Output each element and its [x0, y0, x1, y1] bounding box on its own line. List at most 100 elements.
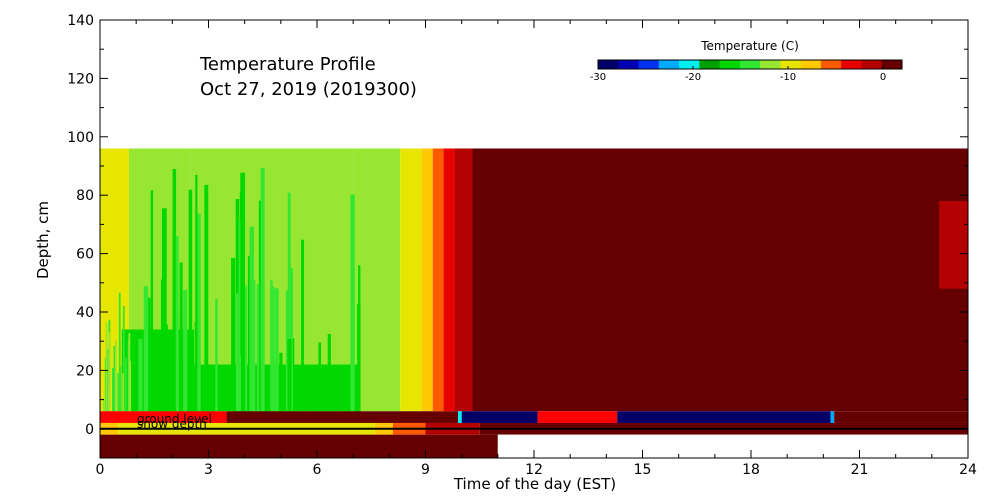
edge-streak-17: [122, 373, 125, 412]
profile-streak-37: [150, 190, 154, 412]
profile-streak-25: [161, 208, 167, 412]
profile-streak-18: [196, 213, 201, 412]
x-tick-label-2: 6: [313, 462, 322, 478]
edge-streak-7: [122, 306, 125, 412]
y-tick-label-6: 120: [67, 71, 94, 87]
profile-band-8: [454, 148, 473, 412]
edge-streak-1: [106, 348, 109, 412]
axes-layer: 0 3 6 9 12 15 18 21 24 0 20 40 60 80 100 120 140: [67, 13, 977, 478]
surface-segment-7: [834, 411, 968, 423]
edge-streak-19: [119, 366, 122, 412]
edge-streak-8: [117, 372, 120, 412]
y-tick-label-2: 40: [76, 305, 94, 321]
surface-segment-5: [617, 411, 831, 423]
profile-streak-42: [240, 172, 246, 412]
y-tick-label-0: 0: [85, 422, 94, 438]
profile-streak-48: [144, 294, 149, 412]
edge-streak-4: [115, 340, 117, 412]
colorbar-tick-label-2: -10: [780, 72, 796, 83]
x-tick-label-3: 9: [421, 462, 430, 478]
profile-band-9: [472, 148, 968, 412]
surface-segment-4: [537, 411, 618, 423]
edge-streak-14: [118, 292, 121, 412]
edge-streak-2: [113, 345, 116, 412]
profile-streak-26: [138, 338, 143, 412]
x-tick-label-6: 18: [742, 462, 760, 478]
profile-streak-45: [236, 354, 242, 412]
chart-title-line1: Temperature Profile: [199, 54, 376, 75]
profile-streak-36: [301, 239, 305, 412]
profile-streak-22: [195, 174, 198, 412]
annotation-ground-level: ground level: [137, 412, 212, 426]
colorbar-frame: [597, 59, 903, 70]
x-tick-label-4: 12: [525, 462, 543, 478]
annotation-snow-depth: snow depth: [137, 417, 207, 431]
profile-streak-28: [172, 362, 175, 412]
colorbar-swatch-6: [719, 60, 741, 69]
colorbar-swatch-7: [739, 60, 761, 69]
y-tick-label-7: 140: [67, 13, 94, 29]
colorbar-swatch-8: [760, 60, 781, 69]
profile-streak-7: [231, 257, 236, 412]
y-tick-label-4: 80: [76, 188, 94, 204]
profile-streak-19: [350, 194, 355, 412]
x-tick-label-1: 3: [204, 462, 213, 478]
surface-segment-3: [461, 411, 538, 423]
profile-streak-40: [256, 284, 260, 412]
profile-streak-50: [179, 262, 183, 412]
profile-streak-12: [274, 288, 279, 412]
edge-streak-12: [125, 357, 127, 412]
edge-streak-18: [105, 322, 108, 412]
chart-title-line2: Oct 27, 2019 (2019300): [200, 79, 417, 100]
colorbar-swatch-5: [699, 60, 721, 69]
colorbar-swatch-2: [638, 60, 660, 69]
x-axis-label: Time of the day (EST): [453, 475, 616, 493]
colorbar-tick-label-3: 0: [880, 72, 886, 83]
colorbar-swatch-1: [618, 60, 640, 69]
profile-streak-33: [279, 352, 283, 412]
x-tick-label-5: 15: [634, 462, 652, 478]
colorbar-tick-label-1: -20: [685, 72, 701, 83]
colorbar-swatch-9: [780, 60, 802, 69]
edge-streak-3: [102, 398, 105, 412]
profile-streak-10: [215, 298, 218, 412]
y-tick-label-1: 20: [76, 363, 94, 379]
profile-streak-52: [175, 235, 179, 412]
surface-segment-1: [226, 411, 459, 423]
colorbar-swatch-0: [598, 60, 619, 69]
profile-streak-53: [204, 184, 209, 412]
profile-streak-21: [183, 289, 188, 412]
profile-streak-8: [172, 168, 177, 412]
x-tick-label-0: 0: [96, 462, 105, 478]
colorbar: -30 -20 -10 0: [590, 59, 903, 83]
colorbar-swatch-4: [679, 60, 700, 69]
profile-band-5: [421, 148, 433, 412]
edge-streak-6: [113, 401, 115, 412]
surface-segment-0: [100, 411, 227, 423]
profile-streak-23: [270, 280, 273, 412]
profile-band-7: [443, 148, 455, 412]
heatmap-layer: [100, 148, 968, 458]
profile-streak-35: [238, 219, 242, 412]
surface-segment-6: [830, 411, 835, 423]
x-tick-label-7: 21: [851, 462, 869, 478]
y-axis-label: Depth, cm: [34, 201, 52, 279]
surface-segment-2: [458, 411, 462, 423]
profile-band-4: [400, 148, 422, 412]
profile-streak-32: [318, 342, 322, 412]
edge-streak-13: [107, 389, 110, 412]
colorbar-swatch-11: [820, 60, 842, 69]
profile-streak-34: [244, 285, 248, 412]
colorbar-tick-label-0: -30: [590, 72, 606, 83]
profile-streak-31: [147, 297, 151, 412]
colorbar-title: Temperature (C): [700, 39, 799, 53]
edge-streak-10: [108, 332, 111, 412]
profile-streak-51: [358, 265, 361, 412]
profile-band-3: [353, 148, 401, 412]
colorbar-swatch-12: [841, 60, 862, 69]
profile-streak-49: [287, 338, 292, 412]
profile-streak-44: [260, 168, 265, 412]
snow-row-1-segment-0: [100, 434, 498, 458]
y-tick-label-3: 60: [76, 247, 94, 263]
